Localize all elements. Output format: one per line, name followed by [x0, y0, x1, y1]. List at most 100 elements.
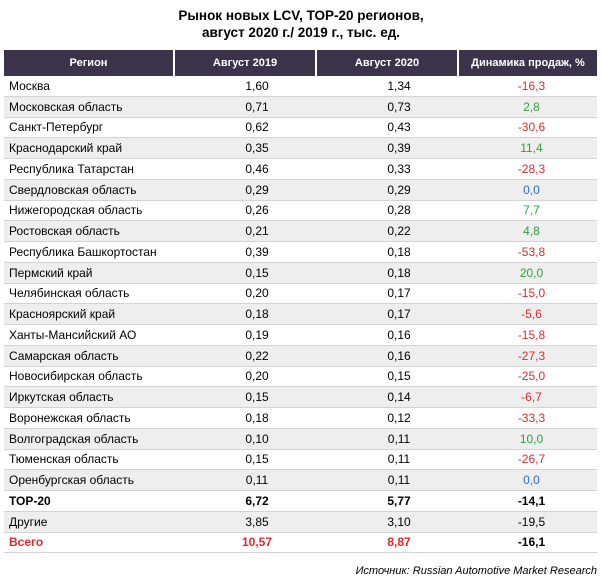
- dynamics-cell: -14,1: [458, 490, 597, 512]
- dynamics-cell: 11,4: [458, 137, 597, 159]
- aug-2020-cell: 0,28: [316, 200, 458, 222]
- table-row: Республика Татарстан 0,46 0,33 -28,3: [4, 158, 597, 180]
- region-cell: Оренбургская область: [4, 469, 174, 491]
- dynamics-cell: -15,0: [458, 283, 597, 305]
- aug-2019-cell: 0,18: [174, 407, 316, 429]
- dynamics-cell: -30,6: [458, 117, 597, 139]
- aug-2020-cell: 0,22: [316, 220, 458, 242]
- aug-2019-cell: 3,85: [174, 511, 316, 533]
- dynamics-cell: -16,1: [458, 532, 597, 554]
- table-row: Санкт-Петербург 0,62 0,43 -30,6: [4, 117, 597, 139]
- dynamics-cell: -16,3: [458, 76, 597, 97]
- aug-2019-cell: 0,26: [174, 200, 316, 222]
- region-cell: Челябинская область: [4, 283, 174, 305]
- column-header-dynamics: Динамика продаж, %: [458, 50, 597, 76]
- aug-2020-cell: 0,33: [316, 158, 458, 180]
- aug-2020-cell: 0,11: [316, 469, 458, 491]
- region-cell: Нижегородская область: [4, 200, 174, 222]
- region-cell: Ханты-Мансийский АО: [4, 324, 174, 346]
- table-body: Москва 1,60 1,34 -16,3 Московская область 0,7…: [4, 76, 597, 554]
- table-row: Ханты-Мансийский АО 0,19 0,16 -15,8: [4, 324, 597, 346]
- dynamics-cell: 0,0: [458, 179, 597, 201]
- aug-2020-cell: 0,11: [316, 428, 458, 450]
- aug-2020-cell: 0,18: [316, 241, 458, 263]
- dynamics-cell: -19,5: [458, 511, 597, 533]
- region-cell: Свердловская область: [4, 179, 174, 201]
- dynamics-cell: 7,7: [458, 200, 597, 222]
- region-cell: Республика Татарстан: [4, 158, 174, 180]
- dynamics-cell: -6,7: [458, 386, 597, 408]
- aug-2019-cell: 6,72: [174, 490, 316, 512]
- region-cell: Самарская область: [4, 345, 174, 367]
- region-cell: Краснодарский край: [4, 137, 174, 159]
- region-cell: Красноярский край: [4, 303, 174, 325]
- aug-2019-cell: 0,19: [174, 324, 316, 346]
- aug-2019-cell: 0,15: [174, 262, 316, 284]
- aug-2020-cell: 0,16: [316, 324, 458, 346]
- aug-2020-cell: 1,34: [316, 76, 458, 97]
- table-row: Москва 1,60 1,34 -16,3: [4, 76, 597, 97]
- table-row: Самарская область 0,22 0,16 -27,3: [4, 345, 597, 367]
- region-cell: Пермский край: [4, 262, 174, 284]
- region-cell: Московская область: [4, 96, 174, 118]
- aug-2020-cell: 0,73: [316, 96, 458, 118]
- aug-2020-cell: 0,17: [316, 303, 458, 325]
- sales-table: Регион Август 2019 Август 2020 Динамика …: [4, 50, 597, 554]
- aug-2020-cell: 0,39: [316, 137, 458, 159]
- table-row: Московская область 0,71 0,73 2,8: [4, 96, 597, 118]
- grand-total-row: Всего 10,57 8,87 -16,1: [4, 532, 597, 554]
- region-cell: Всего: [4, 532, 174, 554]
- aug-2019-cell: 0,15: [174, 449, 316, 471]
- dynamics-cell: -53,8: [458, 241, 597, 263]
- aug-2020-cell: 0,11: [316, 449, 458, 471]
- table-row: Красноярский край 0,18 0,17 -5,6: [4, 303, 597, 325]
- table-row: Волгоградская область 0,10 0,11 10,0: [4, 428, 597, 450]
- column-header-aug-2019: Август 2019: [174, 50, 317, 76]
- table-row: Челябинская область 0,20 0,17 -15,0: [4, 283, 597, 305]
- table-row: Оренбургская область 0,11 0,11 0,0: [4, 469, 597, 491]
- aug-2019-cell: 0,22: [174, 345, 316, 367]
- aug-2019-cell: 0,11: [174, 469, 316, 491]
- region-cell: ТОР-20: [4, 490, 174, 512]
- region-cell: Москва: [4, 76, 174, 97]
- dynamics-cell: 10,0: [458, 428, 597, 450]
- table-row: Свердловская область 0,29 0,29 0,0: [4, 179, 597, 201]
- aug-2019-cell: 0,20: [174, 366, 316, 388]
- chart-title-line-2: август 2020 г./ 2019 г., тыс. ед.: [201, 25, 401, 40]
- aug-2020-cell: 0,17: [316, 283, 458, 305]
- table-row: Краснодарский край 0,35 0,39 11,4: [4, 137, 597, 159]
- table-row: Воронежская область 0,18 0,12 -33,3: [4, 407, 597, 429]
- aug-2020-cell: 3,10: [316, 511, 458, 533]
- dynamics-cell: 2,8: [458, 96, 597, 118]
- aug-2019-cell: 0,35: [174, 137, 316, 159]
- dynamics-cell: 20,0: [458, 262, 597, 284]
- aug-2020-cell: 0,16: [316, 345, 458, 367]
- region-cell: Воронежская область: [4, 407, 174, 429]
- table-header-row: Регион Август 2019 Август 2020 Динамика …: [4, 50, 597, 76]
- aug-2020-cell: 0,14: [316, 386, 458, 408]
- aug-2020-cell: 8,87: [316, 532, 458, 554]
- table-row: Нижегородская область 0,26 0,28 7,7: [4, 200, 597, 222]
- aug-2020-cell: 0,43: [316, 117, 458, 139]
- region-cell: Ростовская область: [4, 220, 174, 242]
- source-note: Источник: Russian Automotive Market Rese…: [355, 565, 597, 577]
- table-row: Республика Башкортостан 0,39 0,18 -53,8: [4, 241, 597, 263]
- aug-2020-cell: 0,29: [316, 179, 458, 201]
- dynamics-cell: 4,8: [458, 220, 597, 242]
- dynamics-cell: -5,6: [458, 303, 597, 325]
- region-cell: Волгоградская область: [4, 428, 174, 450]
- dynamics-cell: -28,3: [458, 158, 597, 180]
- aug-2019-cell: 0,71: [174, 96, 316, 118]
- dynamics-cell: 0,0: [458, 469, 597, 491]
- aug-2019-cell: 0,10: [174, 428, 316, 450]
- region-cell: Санкт-Петербург: [4, 117, 174, 139]
- table-row: Пермский край 0,15 0,18 20,0: [4, 262, 597, 284]
- column-header-region: Регион: [4, 50, 175, 76]
- dynamics-cell: -15,8: [458, 324, 597, 346]
- chart-title-line-1: Рынок новых LCV, ТОР-20 регионов,: [178, 8, 424, 23]
- aug-2019-cell: 0,18: [174, 303, 316, 325]
- table-row: Ростовская область 0,21 0,22 4,8: [4, 220, 597, 242]
- aug-2019-cell: 0,39: [174, 241, 316, 263]
- column-header-aug-2020: Август 2020: [316, 50, 459, 76]
- dynamics-cell: -33,3: [458, 407, 597, 429]
